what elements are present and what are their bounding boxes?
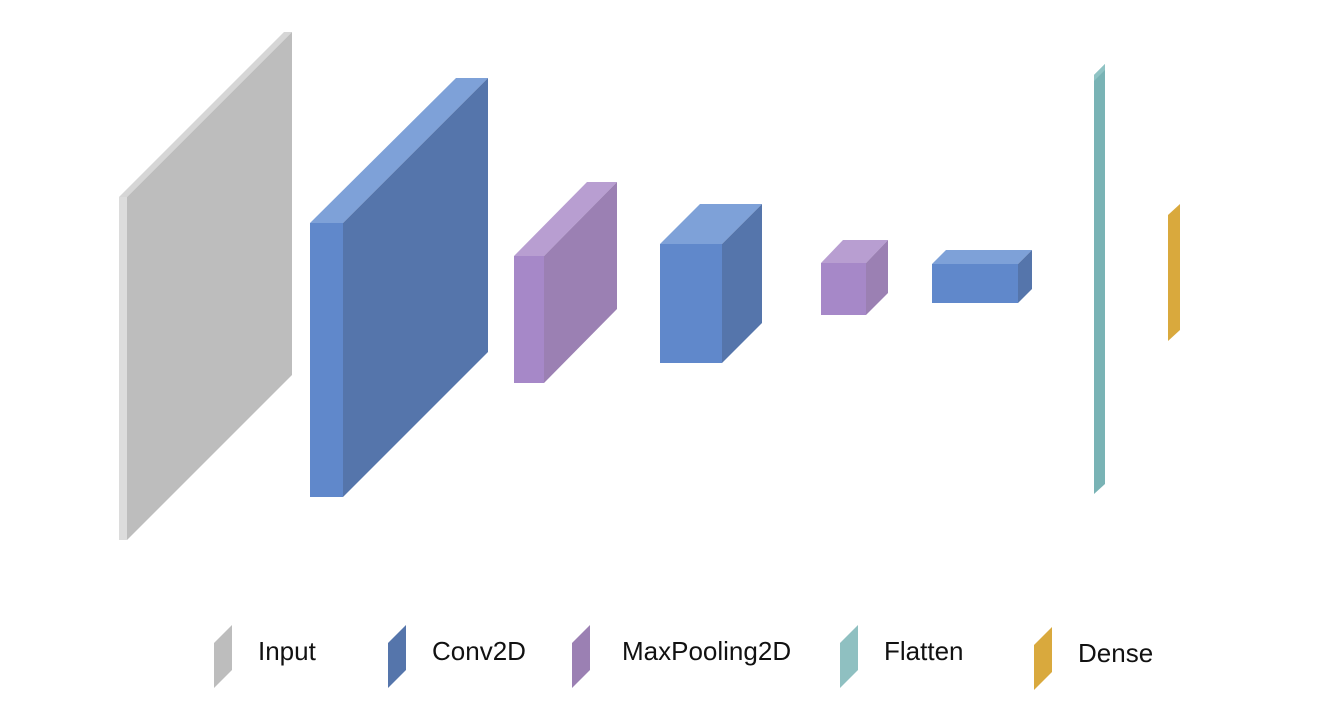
maxpooling2d-layer-1-block [514, 182, 617, 383]
conv2d-layer-3-top [932, 250, 1032, 264]
legend-label-conv2d: Conv2D [432, 636, 526, 666]
legend-swatch-dense [1034, 627, 1052, 690]
conv2d-layer-3-front [932, 264, 1018, 303]
input-layer-top [119, 32, 292, 197]
legend-label-flatten: Flatten [884, 636, 964, 666]
conv2d-layer-1-front [310, 223, 343, 497]
legend-swatch-flatten [840, 625, 858, 688]
legend-item-input: Input [214, 625, 317, 688]
legend-swatch-conv2d [388, 625, 406, 688]
legend-swatch-input [214, 625, 232, 688]
maxpooling2d-layer-2-front [821, 263, 866, 315]
legend-label-dense: Dense [1078, 638, 1153, 668]
dense-layer-block [1168, 204, 1180, 341]
maxpooling2d-layer-2-side [866, 240, 888, 315]
conv2d-layer-2-block [660, 204, 762, 363]
legend: Input Conv2D MaxPooling2D Flatten Dense [214, 625, 1153, 690]
conv2d-layer-1-block [310, 78, 488, 497]
conv2d-layer-2-front [660, 244, 722, 363]
conv2d-layer-2-top [660, 204, 762, 244]
flatten-layer-shape [1094, 64, 1105, 494]
dense-layer-shape [1168, 204, 1180, 341]
input-layer-side [127, 32, 292, 540]
input-layer-front [119, 197, 127, 540]
conv2d-layer-1-top [310, 78, 488, 223]
maxpooling2d-layer-2-top [821, 240, 888, 263]
maxpooling2d-layer-1-front [514, 256, 544, 383]
legend-item-maxpooling2d: MaxPooling2D [572, 625, 791, 688]
legend-label-maxpooling2d: MaxPooling2D [622, 636, 791, 666]
legend-item-dense: Dense [1034, 627, 1153, 690]
conv2d-layer-1-side [343, 78, 488, 497]
flatten-layer-block [1094, 64, 1105, 494]
maxpooling2d-layer-2-block [821, 240, 888, 315]
legend-swatch-maxpooling2d [572, 625, 590, 688]
conv2d-layer-3-block [932, 250, 1032, 303]
maxpooling2d-layer-1-side [544, 182, 617, 383]
flatten-layer-edge [1094, 64, 1105, 81]
maxpooling2d-layer-1-top [514, 182, 617, 256]
conv2d-layer-3-side [1018, 250, 1032, 303]
conv2d-layer-2-side [722, 204, 762, 363]
input-layer-block [119, 32, 292, 540]
legend-item-conv2d: Conv2D [388, 625, 526, 688]
legend-item-flatten: Flatten [840, 625, 964, 688]
legend-label-input: Input [258, 636, 317, 666]
